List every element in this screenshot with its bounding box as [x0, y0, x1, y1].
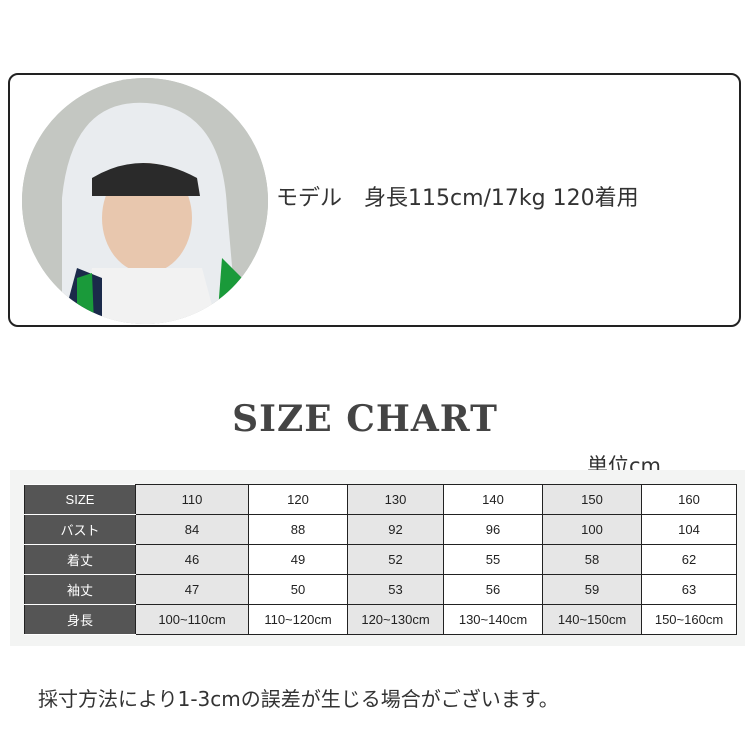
table-cell: 88: [248, 514, 348, 545]
model-info-text: モデル 身長115cm/17kg 120着用: [276, 186, 639, 211]
row-header: 着丈: [24, 544, 136, 575]
table-cell: 140~150cm: [542, 604, 642, 635]
table-cell: 120~130cm: [347, 604, 444, 635]
table-cell: 150~160cm: [641, 604, 737, 635]
size-table: SIZE 110 120 130 140 150 160 バスト 84 88 92 96 100 104 着…: [24, 484, 737, 635]
table-cell: 140: [443, 484, 543, 515]
table-cell: 84: [135, 514, 249, 545]
row-header: 袖丈: [24, 574, 136, 605]
table-cell: 56: [443, 574, 543, 605]
table-cell: 92: [347, 514, 444, 545]
table-cell: 49: [248, 544, 348, 575]
table-cell: 120: [248, 484, 348, 515]
table-cell: 130: [347, 484, 444, 515]
measurement-note: 採寸方法により1-3cmの誤差が生じる場合がございます。: [38, 687, 559, 711]
table-row: 袖丈 47 50 53 56 59 63: [24, 574, 737, 605]
table-row: バスト 84 88 92 96 100 104: [24, 514, 737, 545]
table-cell: 58: [542, 544, 642, 575]
table-row: SIZE 110 120 130 140 150 160: [24, 484, 737, 515]
table-cell: 130~140cm: [443, 604, 543, 635]
table-cell: 59: [542, 574, 642, 605]
table-cell: 100: [542, 514, 642, 545]
table-cell: 104: [641, 514, 737, 545]
table-cell: 110: [135, 484, 249, 515]
table-cell: 55: [443, 544, 543, 575]
row-header: SIZE: [24, 484, 136, 515]
table-row: 着丈 46 49 52 55 58 62: [24, 544, 737, 575]
size-chart-title: SIZE CHART: [232, 398, 498, 440]
row-header: バスト: [24, 514, 136, 545]
table-cell: 160: [641, 484, 737, 515]
table-cell: 62: [641, 544, 737, 575]
table-cell: 63: [641, 574, 737, 605]
table-cell: 150: [542, 484, 642, 515]
table-cell: 110~120cm: [248, 604, 348, 635]
row-header: 身長: [24, 604, 136, 635]
table-row: 身長 100~110cm 110~120cm 120~130cm 130~140cm 14…: [24, 604, 737, 635]
table-cell: 47: [135, 574, 249, 605]
table-cell: 46: [135, 544, 249, 575]
table-cell: 53: [347, 574, 444, 605]
table-cell: 100~110cm: [135, 604, 249, 635]
table-cell: 52: [347, 544, 444, 575]
model-photo: [22, 78, 268, 324]
table-cell: 96: [443, 514, 543, 545]
model-info-frame: [8, 73, 741, 327]
table-cell: 50: [248, 574, 348, 605]
